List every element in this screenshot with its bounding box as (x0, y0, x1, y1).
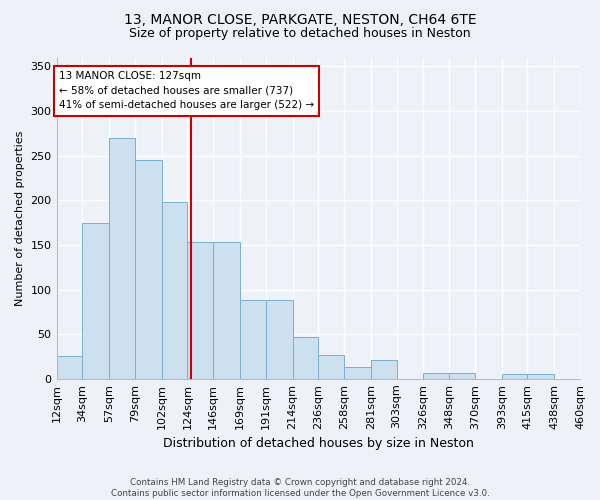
Bar (187, 242, 213, 379)
Bar (424, 374, 449, 379)
Bar (82, 222, 109, 379)
X-axis label: Distribution of detached houses by size in Neston: Distribution of detached houses by size … (163, 437, 474, 450)
Text: 13, MANOR CLOSE, PARKGATE, NESTON, CH64 6TE: 13, MANOR CLOSE, PARKGATE, NESTON, CH64 … (124, 12, 476, 26)
Text: 13 MANOR CLOSE: 127sqm
← 58% of detached houses are smaller (737)
41% of semi-de: 13 MANOR CLOSE: 127sqm ← 58% of detached… (59, 71, 314, 110)
Bar (502, 374, 527, 379)
Bar (56, 356, 82, 379)
Bar (449, 374, 475, 379)
Text: Contains HM Land Registry data © Crown copyright and database right 2024.
Contai: Contains HM Land Registry data © Crown c… (110, 478, 490, 498)
Bar (135, 160, 162, 379)
Y-axis label: Number of detached properties: Number of detached properties (15, 130, 25, 306)
Bar (213, 242, 240, 379)
Bar (293, 337, 318, 379)
Text: Size of property relative to detached houses in Neston: Size of property relative to detached ho… (129, 28, 471, 40)
Bar (371, 360, 397, 379)
Bar (240, 300, 266, 379)
Bar (109, 138, 135, 379)
Bar (266, 300, 293, 379)
Bar (344, 367, 371, 379)
Bar (162, 202, 187, 379)
Bar (527, 374, 554, 379)
Bar (318, 354, 344, 379)
